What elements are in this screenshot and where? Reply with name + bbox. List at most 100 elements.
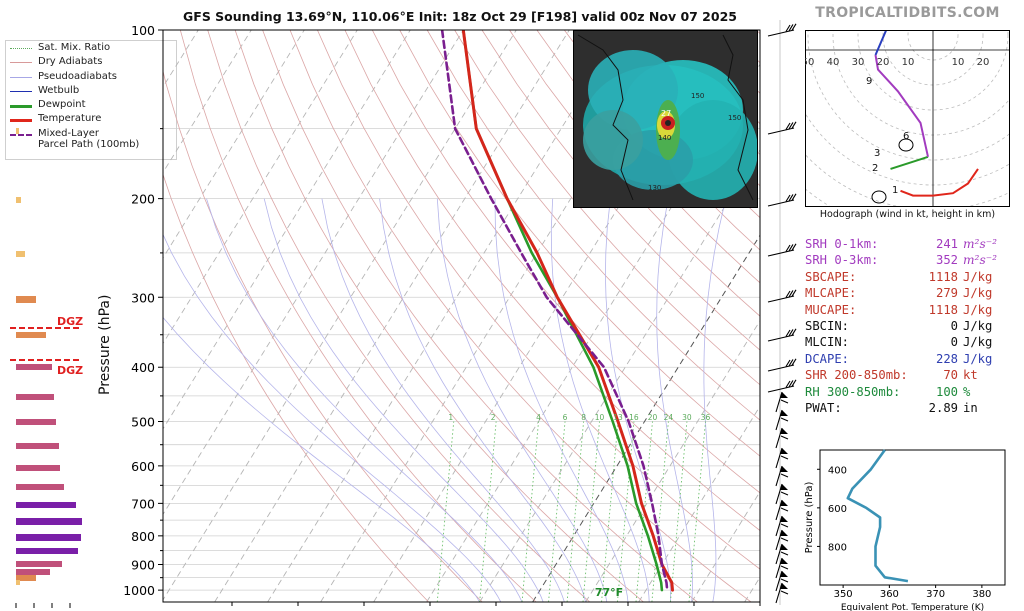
legend-entry: Mixed-Layer Parcel Path (100mb): [6, 127, 176, 153]
hodograph-trace: [900, 168, 979, 197]
hodo-tick-label: 30: [852, 57, 865, 68]
mixing-ratio-label: 24: [664, 413, 674, 422]
isotherm-line: [0, 30, 145, 602]
instability-bars: DGZ DGZ: [10, 128, 83, 608]
location-marker: [665, 120, 671, 126]
isotherm-line: [0, 30, 39, 602]
instability-bar: [16, 484, 64, 490]
legend-entry: Dewpoint: [6, 98, 176, 112]
isotherm-line: [691, 490, 760, 602]
y-tick-label: 400: [828, 465, 847, 476]
isotherm-line: [163, 30, 358, 345]
hodo-height-label: 6: [903, 131, 909, 142]
plot-frame: [162, 29, 761, 603]
barb-feather: [785, 194, 791, 202]
speed-ring: [907, 31, 959, 61]
hodo-tick-label: 10: [902, 57, 915, 68]
stat-value: 228: [935, 351, 958, 366]
barb-feather: [788, 24, 794, 32]
y-tick-label: 200: [131, 192, 155, 207]
wind-barb: [775, 483, 789, 505]
stat-key: MLCIN:: [805, 335, 850, 350]
instability-bar: [16, 502, 76, 508]
barb-feather: [785, 359, 791, 367]
barb-feather: [791, 379, 797, 387]
dry-adiabat: [426, 30, 760, 421]
wind-barb: [767, 358, 797, 372]
hodo-tick-label: 20: [877, 57, 890, 68]
cloud-field: [588, 50, 678, 130]
barb-staff: [767, 29, 795, 37]
barb-pennant: [780, 428, 788, 434]
barb-feather: [785, 380, 791, 388]
y-tick-label: 1000: [123, 583, 155, 598]
barb-pennant: [780, 410, 788, 416]
wind-barbs: [767, 20, 797, 605]
dry-adiabat: [536, 30, 760, 284]
instability-bar: [16, 548, 78, 554]
y-tick-label: 800: [131, 529, 155, 544]
legend-label: Dewpoint: [38, 99, 86, 111]
stat-key: SRH 0-1km:: [805, 237, 879, 251]
stat-unit: kt: [963, 368, 978, 383]
stat-unit: %: [963, 384, 971, 399]
barb-feather: [785, 24, 791, 32]
stat-key: MLCAPE:: [805, 286, 857, 301]
wind-barb: [775, 582, 789, 604]
wind-barb: [775, 447, 789, 469]
instability-bar: [16, 332, 46, 338]
instability-bar: [16, 364, 52, 370]
hodo-height-label: 9: [866, 76, 872, 87]
stat-value: 2.89: [928, 401, 958, 415]
mixing-ratio-label: 2: [491, 413, 496, 422]
pseudoadiabat: [656, 198, 693, 602]
barb-feather: [780, 491, 789, 496]
mixing-ratio-label: 1: [448, 413, 453, 422]
mixing-ratio-label: 36: [701, 413, 711, 422]
barb-feather: [780, 507, 789, 512]
wind-barb: [775, 529, 789, 551]
barb-feather: [780, 590, 789, 595]
barb-staff: [767, 364, 795, 372]
wind-barb: [775, 557, 789, 579]
stat-unit: J/kg: [963, 351, 993, 366]
legend-label: Dry Adiabats: [38, 56, 103, 68]
instability-bar: [16, 518, 82, 525]
brand-logo-text[interactable]: TROPICALTIDBITS.COM: [815, 5, 1000, 21]
cloud-field: [668, 100, 758, 200]
pseudoadiabat: [436, 198, 608, 602]
stat-value: 279: [935, 286, 958, 301]
isotherm-line: [638, 405, 760, 602]
hodograph-clip-group: [806, 31, 1009, 206]
pseudoadiabat: [163, 233, 502, 602]
mixing-ratio-label: 30: [682, 413, 692, 422]
legend-entry: Pseudoadiabats: [6, 70, 176, 84]
legend-swatch: [10, 76, 32, 78]
dry-adiabat: [262, 30, 698, 602]
barb-feather: [780, 523, 789, 528]
stat-unit: J/kg: [963, 269, 993, 284]
wind-barb: [775, 409, 789, 431]
y-tick-label: 400: [131, 360, 155, 375]
barb-feather: [780, 455, 789, 460]
storm-motion-marker: [871, 190, 887, 204]
thetae-frame: [819, 449, 1006, 586]
barb-feather: [788, 194, 794, 202]
barb-feather: [791, 23, 797, 31]
parcel-path-line: [440, 30, 669, 592]
barb-pennant: [780, 484, 788, 490]
wind-barb: [767, 379, 797, 393]
mixing-ratio-label: 16: [629, 413, 639, 422]
pseudoadiabat: [550, 198, 650, 602]
barb-feather: [791, 358, 797, 366]
dry-adiabat: [481, 30, 760, 351]
dgz-label: DGZ: [57, 315, 83, 328]
dry-adiabat: [234, 30, 644, 602]
barb-feather: [780, 417, 789, 422]
theta-e-profile: 400 600 800 350 360 370 380 Pressure (hPa) Equiv…: [804, 449, 1006, 611]
instability-bar: [16, 569, 50, 575]
stat-key: MUCAPE:: [805, 302, 857, 317]
isotherm-line: [163, 30, 464, 516]
barb-feather: [780, 551, 789, 556]
isotherm-line: [585, 319, 760, 602]
